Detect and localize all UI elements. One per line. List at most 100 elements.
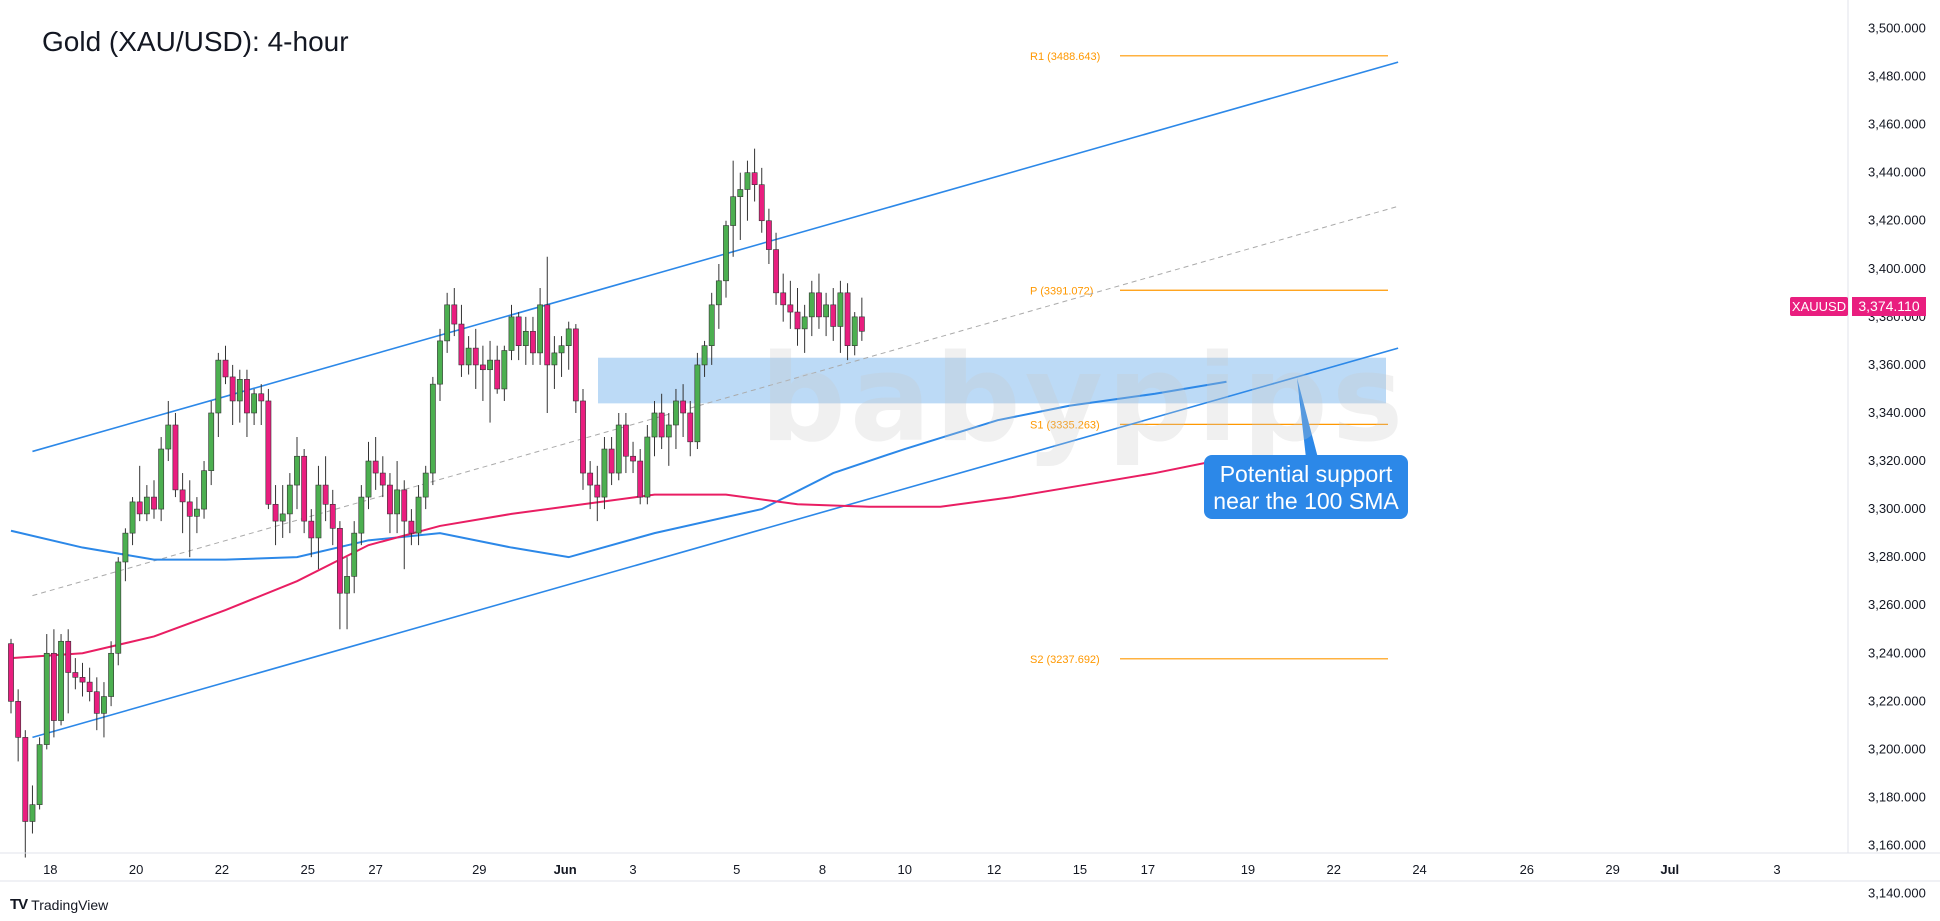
candle-body (544, 304, 551, 366)
tradingview-logo[interactable]: TV TradingView (10, 896, 108, 913)
candle (830, 288, 837, 341)
candle-body (351, 532, 358, 577)
y-tick-label: 3,440.000 (1868, 165, 1926, 180)
candle-body (465, 347, 472, 366)
candle-body (43, 652, 50, 745)
candle (487, 340, 493, 423)
candle-body (151, 496, 157, 510)
candle-body (487, 359, 493, 371)
candle (422, 465, 429, 510)
x-tick-label: 15 (1073, 862, 1087, 877)
candle-body (744, 172, 751, 190)
candle (844, 283, 851, 361)
callout-pointer (1297, 378, 1318, 458)
candle-body (129, 501, 136, 534)
candle-body (858, 316, 865, 332)
chart-title: Gold (XAU/USD): 4-hour (42, 26, 349, 57)
x-tick-label: 29 (472, 862, 486, 877)
callout-line-2: near the 100 SMA (1213, 488, 1399, 514)
candle (680, 384, 686, 438)
candle (387, 473, 393, 534)
symbol-tag: XAUUSD (1790, 297, 1848, 316)
y-tick-label: 3,420.000 (1868, 213, 1926, 228)
candle (294, 437, 300, 510)
candle-body (801, 316, 808, 330)
price-channel (32, 61, 1399, 739)
candle (22, 730, 29, 858)
candle (415, 485, 422, 546)
candle-body (422, 472, 429, 498)
candle-body (816, 292, 822, 318)
candle-body (615, 424, 622, 474)
candle-body (258, 393, 265, 402)
candle-body (673, 400, 679, 426)
candle (551, 336, 558, 389)
candle-body (437, 340, 443, 385)
candle-body (158, 448, 165, 510)
candle (179, 473, 186, 534)
candle (65, 629, 72, 714)
candle-body (379, 472, 386, 486)
candle-body (108, 652, 114, 697)
candle-body (637, 460, 644, 498)
candle (601, 437, 608, 510)
candle (851, 312, 858, 356)
candle (236, 369, 243, 423)
candle (401, 480, 408, 570)
candle-body (301, 455, 308, 522)
candle-body (186, 501, 193, 517)
candle (215, 352, 222, 438)
x-tick-label: 29 (1605, 862, 1619, 877)
chart-axes: 3,500.000 3,480.000 3,460.000 3,440.000 3,42… (0, 0, 1940, 901)
y-tick-label: 3,480.000 (1868, 69, 1926, 84)
x-tick-label: 3 (629, 862, 636, 877)
candle-body (29, 804, 36, 822)
candle (773, 232, 779, 305)
candle-body (737, 189, 744, 198)
candle (858, 297, 865, 341)
candle-body (765, 220, 772, 250)
candle-body (50, 652, 57, 721)
candle (501, 345, 508, 401)
channel-mid-line (32, 205, 1399, 597)
candle (136, 465, 143, 522)
candle-body (286, 484, 293, 515)
candle (687, 400, 694, 457)
candle-body (551, 352, 558, 366)
candle (715, 263, 722, 329)
candle (258, 384, 265, 425)
candle (272, 485, 279, 546)
y-tick-label: 3,500.000 (1868, 21, 1926, 36)
candle-body (715, 280, 722, 306)
candle (565, 321, 572, 370)
candle-body (479, 364, 486, 371)
pivot-levels: R1 (3488.643) P (3391.072) S1 (3335.263) S2… (1030, 51, 1388, 666)
x-tick-label: 20 (129, 862, 143, 877)
candle-body (122, 532, 129, 563)
candle-body (701, 345, 708, 366)
candle-body (136, 501, 143, 515)
pivot-label: P (3391.072) (1030, 285, 1093, 297)
candle-body (294, 455, 300, 486)
candle (336, 521, 343, 630)
x-tick-label: 10 (898, 862, 912, 877)
candle-body (229, 376, 236, 402)
x-tick-label: 19 (1241, 862, 1255, 877)
candle (622, 412, 629, 474)
candle-body (72, 672, 79, 678)
candle (458, 304, 465, 377)
candle-body (36, 744, 43, 805)
candle-body (472, 347, 479, 366)
candle (558, 336, 565, 377)
candle-body (222, 359, 229, 378)
candle (286, 473, 293, 534)
candle-body (308, 520, 315, 539)
candle (372, 437, 379, 490)
candle (172, 412, 179, 498)
watermark: babypips (760, 330, 1408, 469)
current-price-tag: 3,374.110 (1852, 297, 1926, 316)
candle-body (537, 304, 543, 354)
candle-body (279, 513, 286, 522)
candle (93, 677, 100, 731)
